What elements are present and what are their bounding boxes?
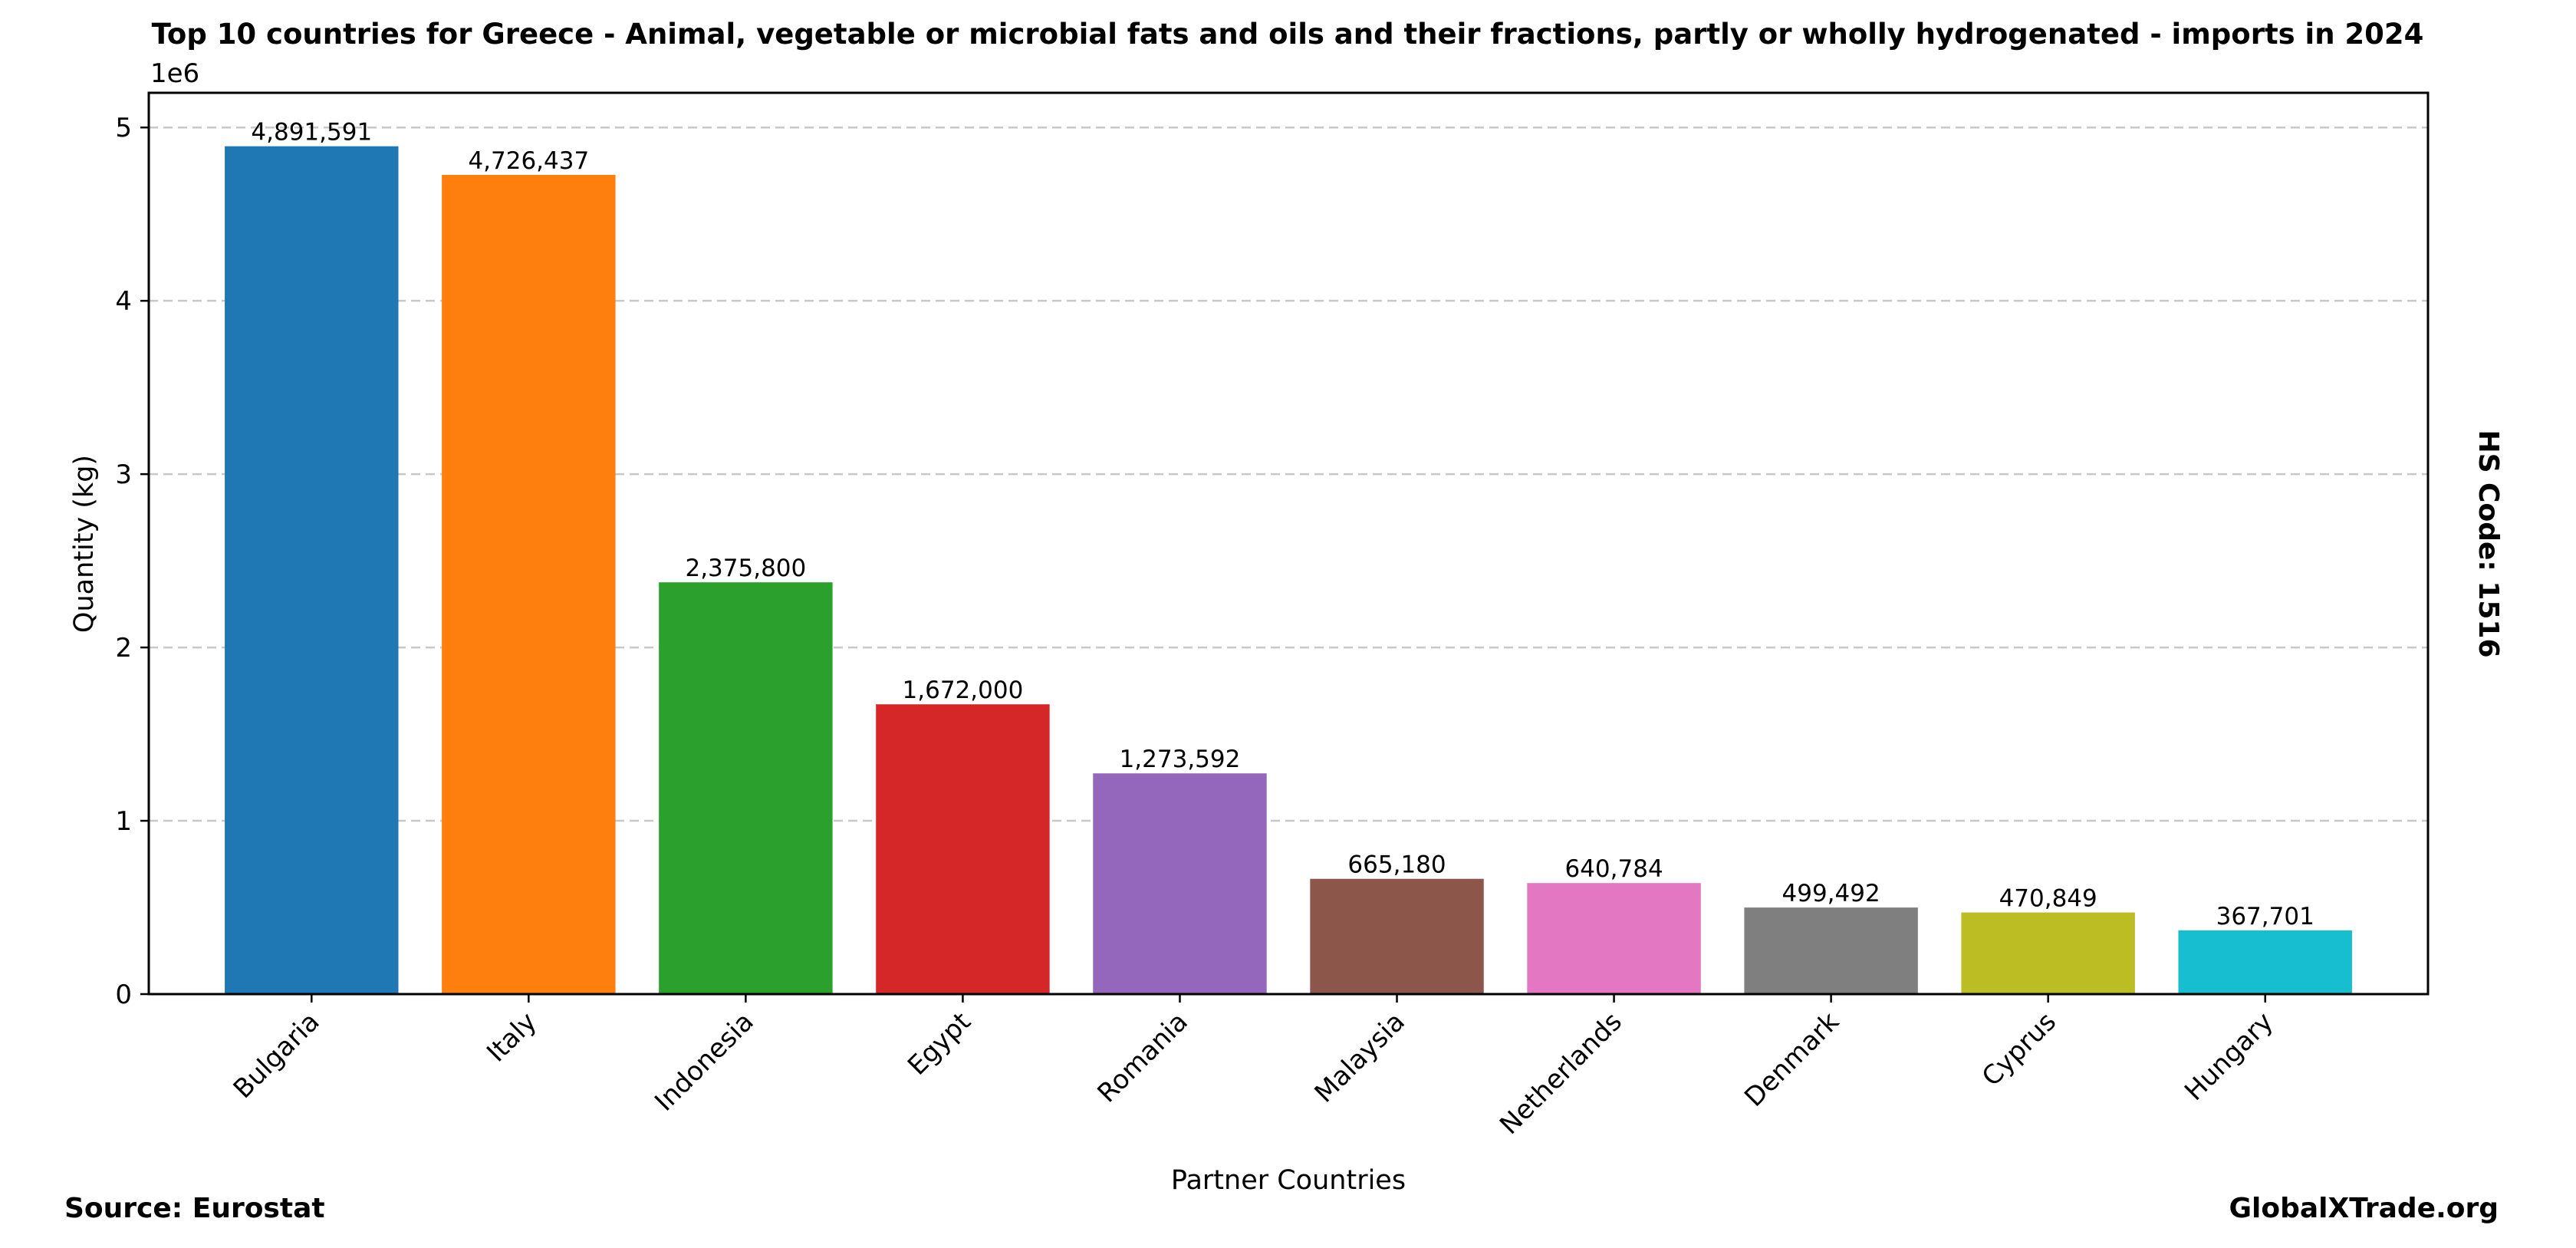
- x-tick-label: Italy: [481, 1006, 542, 1068]
- x-tick-label: Hungary: [2179, 1006, 2279, 1107]
- x-axis-label: Partner Countries: [1171, 1165, 1406, 1196]
- y-tick-label: 5: [115, 113, 132, 143]
- bar-egypt: [876, 704, 1050, 994]
- x-tick-label: Romania: [1091, 1006, 1193, 1108]
- y-tick-label: 3: [115, 459, 132, 490]
- source-note: Source: Eurostat: [64, 1193, 325, 1224]
- brand-note: GlobalXTrade.org: [2229, 1193, 2499, 1224]
- x-tick-label: Egypt: [902, 1006, 977, 1082]
- bar-value-label: 2,375,800: [685, 555, 806, 582]
- bar-value-label: 499,492: [1782, 880, 1880, 907]
- bar-bulgaria: [225, 146, 399, 994]
- bar-hungary: [2178, 930, 2352, 994]
- x-tick-label: Denmark: [1739, 1006, 1845, 1113]
- y-tick-label: 2: [115, 633, 132, 664]
- bar-denmark: [1744, 907, 1918, 994]
- plot-frame: [147, 91, 2430, 996]
- bar-italy: [442, 175, 616, 994]
- bar-value-labels: 4,891,591 4,726,437 2,375,800 1,672,000 1,27…: [251, 119, 2314, 930]
- y-axis-label: Quantity (kg): [69, 455, 100, 633]
- bar-value-label: 1,672,000: [903, 677, 1024, 704]
- bar-indonesia: [659, 582, 833, 994]
- bar-value-label: 470,849: [1999, 885, 2097, 913]
- bar-value-label: 367,701: [2216, 903, 2314, 930]
- chart-title: Top 10 countries for Greece - Animal, ve…: [152, 18, 2424, 51]
- bars: [225, 146, 2352, 994]
- y-tick-label: 0: [115, 980, 132, 1010]
- y-axis-multiplier: 1e6: [150, 58, 199, 89]
- x-tick-label: Netherlands: [1494, 1006, 1628, 1141]
- y-tick-label: 1: [115, 806, 132, 837]
- y-tick-label: 4: [115, 286, 132, 317]
- bar-romania: [1093, 773, 1267, 994]
- x-axis-ticks: Bulgaria Italy Indonesia Egypt Romania Malays…: [228, 994, 2279, 1141]
- bar-value-label: 665,180: [1347, 851, 1446, 879]
- bar-netherlands: [1527, 883, 1701, 994]
- bar-value-label: 1,273,592: [1120, 746, 1241, 773]
- x-tick-label: Malaysia: [1309, 1006, 1411, 1108]
- bar-value-label: 4,726,437: [468, 147, 589, 175]
- x-tick-label: Indonesia: [649, 1006, 760, 1118]
- y-axis-ticks: 0 1 2 3 4 5: [115, 113, 149, 1010]
- hs-code-note: HS Code: 1516: [2472, 430, 2504, 657]
- bar-value-label: 4,891,591: [251, 119, 372, 147]
- bar-malaysia: [1310, 878, 1484, 994]
- x-tick-label: Cyprus: [1976, 1006, 2062, 1092]
- bar-cyprus: [1961, 912, 2135, 994]
- x-tick-label: Bulgaria: [228, 1006, 326, 1105]
- bar-value-label: 640,784: [1564, 855, 1663, 883]
